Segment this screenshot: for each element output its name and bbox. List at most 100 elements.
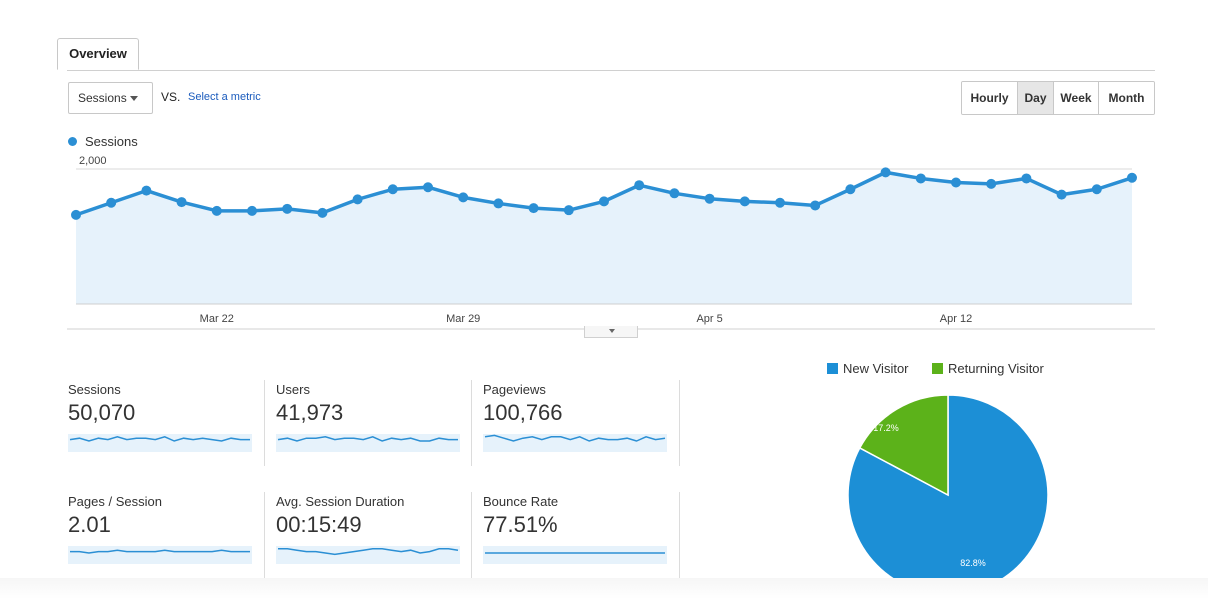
- kpi-pages-per-session: Pages / Session 2.01: [68, 494, 258, 564]
- data-point[interactable]: [1021, 173, 1032, 184]
- kpi-sparkline: [68, 546, 252, 564]
- data-point[interactable]: [211, 205, 222, 216]
- chart-collapse-handle[interactable]: [584, 326, 638, 338]
- pie-slice-returning-visitor[interactable]: [858, 394, 949, 497]
- divider: [471, 380, 472, 466]
- pie-label: 17.2%: [873, 423, 899, 433]
- sparkline-area: [483, 434, 667, 452]
- data-point[interactable]: [458, 192, 469, 203]
- divider: [264, 492, 265, 578]
- kpi-value: 41,973: [276, 400, 344, 425]
- legend-swatch-icon: [827, 363, 838, 374]
- data-point[interactable]: [387, 184, 398, 195]
- y-tick-label: 2,000: [79, 155, 107, 167]
- legend-label: New Visitor: [843, 361, 909, 376]
- data-point[interactable]: [528, 203, 539, 214]
- bottom-fade: [0, 578, 1208, 599]
- kpi-label: Pages / Session: [68, 494, 162, 509]
- sparkline-area: [276, 546, 460, 564]
- data-point[interactable]: [739, 196, 750, 207]
- day-button[interactable]: Day: [1018, 82, 1054, 114]
- kpi-sparkline: [483, 434, 667, 452]
- kpi-label: Avg. Session Duration: [276, 494, 405, 509]
- metric-dropdown[interactable]: Sessions: [68, 82, 153, 114]
- data-point[interactable]: [317, 207, 328, 218]
- divider: [679, 492, 680, 578]
- data-point[interactable]: [810, 200, 821, 211]
- kpi-value: 00:15:49: [276, 512, 362, 537]
- hourly-button[interactable]: Hourly: [962, 82, 1018, 114]
- kpi-avg-session-duration: Avg. Session Duration 00:15:49: [276, 494, 466, 564]
- chevron-down-icon: [130, 96, 138, 101]
- kpi-sparkline: [276, 546, 460, 564]
- data-point[interactable]: [563, 205, 574, 216]
- x-tick-label: Apr 12: [940, 313, 972, 325]
- kpi-value: 2.01: [68, 512, 111, 537]
- sparkline-area: [68, 546, 252, 564]
- kpi-label: Bounce Rate: [483, 494, 559, 509]
- select-metric-link[interactable]: Select a metric: [188, 91, 261, 103]
- kpi-value: 77.51%: [483, 512, 558, 537]
- kpi-bounce-rate: Bounce Rate 77.51%: [483, 494, 673, 564]
- legend-label: Returning Visitor: [948, 361, 1044, 376]
- data-point[interactable]: [282, 203, 293, 214]
- data-point[interactable]: [775, 197, 785, 208]
- tab-overview[interactable]: Overview: [57, 38, 139, 70]
- pie-label: 82.8%: [960, 558, 986, 568]
- kpi-sparkline: [276, 434, 460, 452]
- kpi-value: 100,766: [483, 400, 563, 425]
- data-point[interactable]: [634, 180, 645, 191]
- sparkline-line: [278, 548, 459, 556]
- x-tick-label: Apr 5: [696, 313, 722, 325]
- period-toggle: Hourly Day Week Month: [961, 81, 1155, 115]
- kpi-pageviews: Pageviews 100,766: [483, 382, 673, 452]
- sparkline-area: [68, 434, 252, 452]
- data-point[interactable]: [951, 177, 961, 188]
- data-point[interactable]: [669, 188, 680, 199]
- data-point[interactable]: [915, 173, 926, 184]
- kpi-label: Users: [276, 382, 310, 397]
- data-point[interactable]: [176, 197, 187, 208]
- data-point[interactable]: [845, 184, 856, 195]
- kpi-sparkline: [68, 434, 252, 452]
- data-point[interactable]: [880, 167, 891, 178]
- divider: [471, 492, 472, 578]
- data-point[interactable]: [1091, 184, 1102, 195]
- data-point[interactable]: [1127, 172, 1137, 183]
- sparkline-line: [70, 549, 250, 554]
- kpi-label: Sessions: [68, 382, 121, 397]
- chart-legend: Sessions: [68, 134, 138, 149]
- x-tick-label: Mar 22: [200, 313, 234, 325]
- month-button[interactable]: Month: [1099, 82, 1154, 114]
- sparkline-line: [69, 436, 250, 442]
- data-point[interactable]: [423, 182, 433, 193]
- data-point[interactable]: [141, 185, 152, 196]
- pie-legend-returning-visitor: Returning Visitor: [932, 361, 1044, 376]
- data-point[interactable]: [352, 194, 363, 205]
- x-tick-label: Mar 29: [446, 313, 480, 325]
- data-point[interactable]: [247, 205, 257, 216]
- data-point[interactable]: [106, 197, 117, 208]
- data-point[interactable]: [1056, 189, 1067, 200]
- sessions-area: [76, 172, 1132, 304]
- data-point[interactable]: [986, 178, 997, 189]
- data-point[interactable]: [599, 196, 609, 207]
- data-point[interactable]: [71, 209, 81, 220]
- vs-label: VS.: [161, 90, 181, 104]
- sparkline-line: [277, 436, 458, 442]
- visitor-pie-chart: 82.8% 17.2%: [847, 394, 1049, 596]
- tab-bar-rule: [67, 70, 1155, 71]
- kpi-value: 50,070: [68, 400, 136, 425]
- kpi-users: Users 41,973: [276, 382, 466, 452]
- metric-dropdown-value: Sessions: [78, 91, 127, 105]
- sparkline-line: [484, 434, 666, 442]
- sparkline-area: [276, 434, 460, 452]
- week-button[interactable]: Week: [1054, 82, 1099, 114]
- legend-label-sessions: Sessions: [85, 134, 138, 149]
- pie-legend-new-visitor: New Visitor: [827, 361, 909, 376]
- divider: [679, 380, 680, 466]
- divider: [264, 380, 265, 466]
- kpi-sparkline: [483, 546, 667, 564]
- data-point[interactable]: [493, 198, 504, 209]
- data-point[interactable]: [704, 193, 715, 204]
